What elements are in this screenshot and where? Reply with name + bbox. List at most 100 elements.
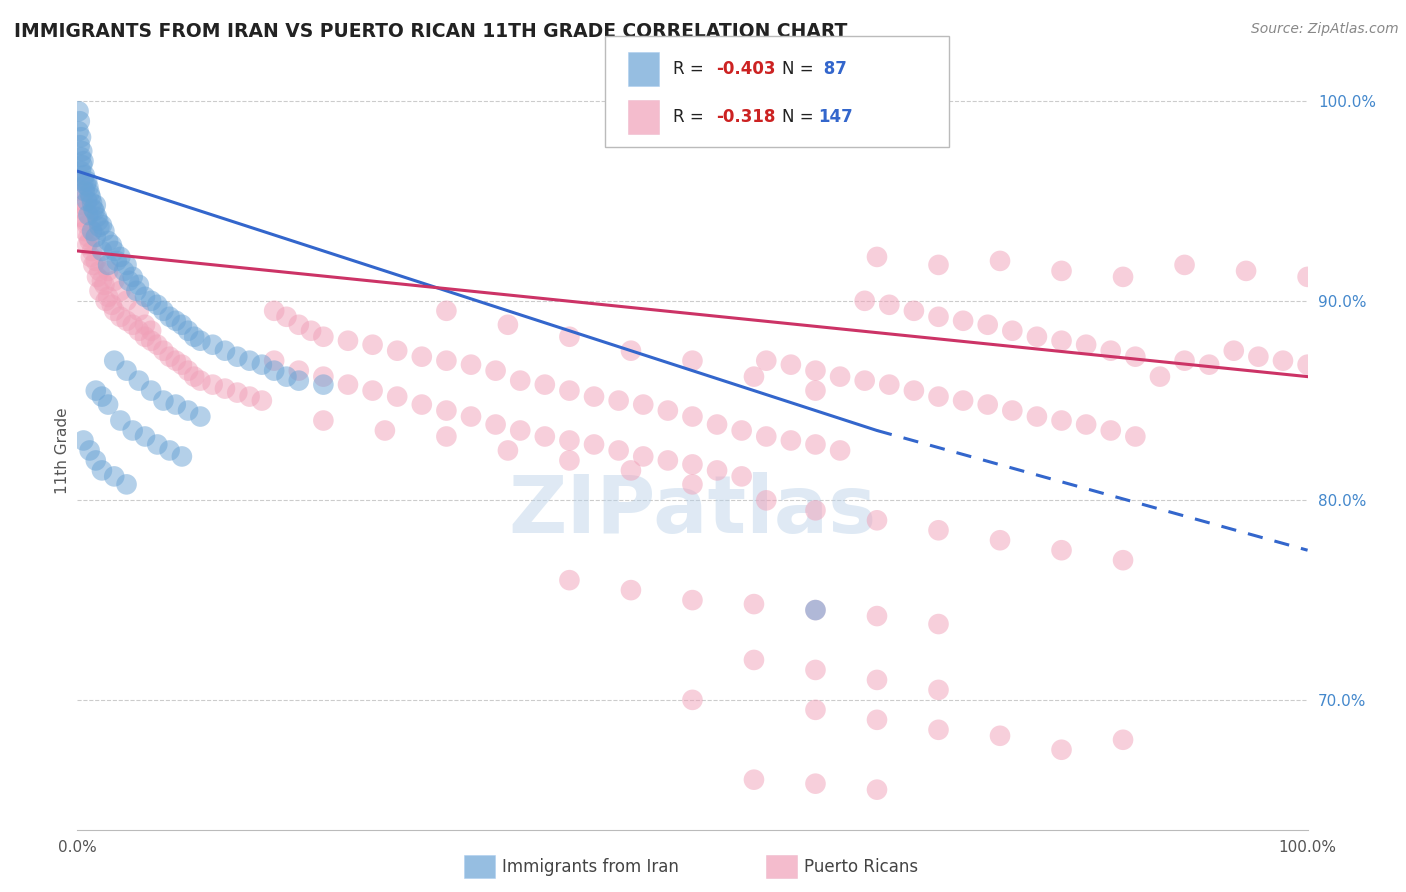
- Point: [97, 258, 120, 272]
- Point: [558, 434, 581, 448]
- Point: [731, 469, 754, 483]
- Point: [125, 284, 148, 298]
- Point: [804, 663, 827, 677]
- Point: [1234, 264, 1257, 278]
- Point: [1001, 324, 1024, 338]
- Point: [89, 219, 111, 234]
- Point: [1050, 264, 1073, 278]
- Point: [152, 393, 174, 408]
- Point: [121, 318, 143, 332]
- Point: [80, 190, 103, 204]
- Point: [103, 244, 125, 258]
- Point: [534, 429, 557, 443]
- Point: [866, 782, 889, 797]
- Point: [657, 453, 679, 467]
- Point: [141, 334, 163, 348]
- Point: [226, 350, 249, 364]
- Point: [804, 603, 827, 617]
- Point: [84, 384, 107, 398]
- Point: [1001, 403, 1024, 417]
- Point: [1099, 343, 1122, 358]
- Point: [977, 318, 1000, 332]
- Point: [682, 409, 704, 424]
- Point: [72, 434, 94, 448]
- Point: [1198, 358, 1220, 372]
- Point: [79, 443, 101, 458]
- Point: [1112, 732, 1135, 747]
- Point: [988, 729, 1011, 743]
- Point: [558, 453, 581, 467]
- Point: [620, 343, 643, 358]
- Point: [385, 390, 409, 404]
- Point: [115, 293, 138, 308]
- Point: [558, 384, 581, 398]
- Point: [263, 353, 285, 368]
- Point: [583, 437, 606, 451]
- Point: [128, 374, 150, 388]
- Point: [1296, 358, 1319, 372]
- Point: [1050, 413, 1073, 427]
- Point: [110, 250, 132, 264]
- Point: [146, 437, 169, 451]
- Point: [988, 533, 1011, 548]
- Point: [159, 350, 181, 364]
- Point: [73, 224, 96, 238]
- Point: [87, 214, 110, 228]
- Point: [72, 174, 94, 188]
- Point: [152, 303, 174, 318]
- Point: [152, 343, 174, 358]
- Point: [121, 269, 143, 284]
- Point: [558, 573, 581, 587]
- Point: [101, 238, 124, 252]
- Point: [73, 184, 96, 198]
- Point: [84, 253, 107, 268]
- Point: [682, 458, 704, 472]
- Point: [436, 353, 458, 368]
- Point: [183, 329, 205, 343]
- Point: [312, 377, 335, 392]
- Point: [97, 398, 120, 412]
- Point: [804, 777, 827, 791]
- Point: [134, 318, 156, 332]
- Point: [866, 609, 889, 624]
- Point: [276, 310, 298, 324]
- Point: [69, 114, 91, 128]
- Point: [201, 377, 224, 392]
- Point: [558, 329, 581, 343]
- Point: [146, 337, 169, 351]
- Point: [1223, 343, 1246, 358]
- Point: [70, 194, 93, 208]
- Point: [742, 597, 765, 611]
- Text: N =: N =: [782, 60, 818, 78]
- Point: [288, 318, 311, 332]
- Text: Immigrants from Iran: Immigrants from Iran: [502, 858, 679, 876]
- Point: [742, 369, 765, 384]
- Point: [110, 413, 132, 427]
- Point: [214, 382, 236, 396]
- Point: [84, 198, 107, 212]
- Point: [97, 234, 120, 248]
- Point: [830, 443, 852, 458]
- Point: [276, 369, 298, 384]
- Point: [607, 393, 630, 408]
- Point: [263, 364, 285, 378]
- Point: [1050, 743, 1073, 757]
- Point: [103, 274, 125, 288]
- Text: Puerto Ricans: Puerto Ricans: [804, 858, 918, 876]
- Point: [1050, 334, 1073, 348]
- Point: [75, 214, 97, 228]
- Point: [928, 390, 950, 404]
- Point: [361, 337, 384, 351]
- Point: [170, 318, 193, 332]
- Point: [1076, 337, 1098, 351]
- Point: [70, 158, 93, 172]
- Point: [657, 403, 679, 417]
- Point: [879, 298, 901, 312]
- Point: [69, 174, 91, 188]
- Point: [69, 138, 91, 153]
- Point: [411, 350, 433, 364]
- Point: [97, 290, 120, 304]
- Point: [146, 298, 169, 312]
- Point: [84, 230, 107, 244]
- Point: [928, 258, 950, 272]
